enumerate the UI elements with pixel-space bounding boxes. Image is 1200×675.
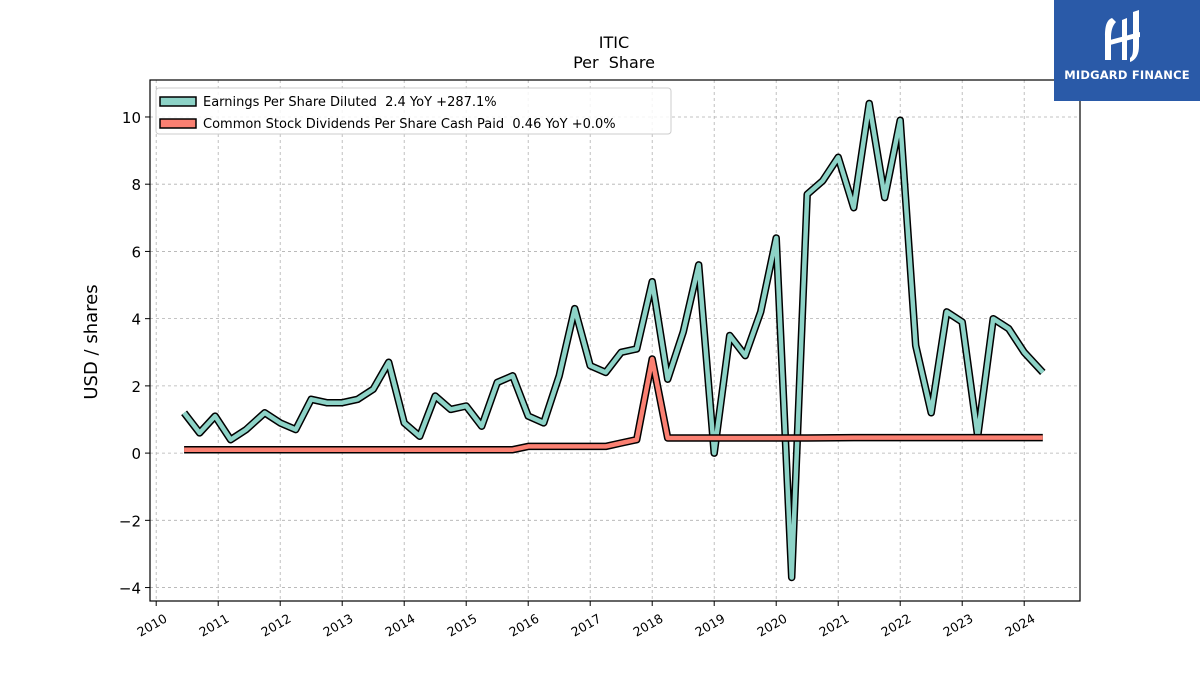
legend: Earnings Per Share Diluted 2.4 YoY +287.…: [155, 87, 672, 135]
y-axis: −4 −2 0 2 4 6 8 10: [119, 109, 150, 598]
x-tick-label: 2019: [692, 611, 727, 640]
chart-subtitle: Per Share: [573, 53, 655, 72]
series-line-1: [184, 356, 1043, 452]
brand-name: MIDGARD FINANCE: [1064, 68, 1190, 82]
y-tick-label: 10: [122, 109, 141, 127]
x-tick-label: 2024: [1002, 611, 1037, 640]
brand-mark-icon: [1105, 10, 1140, 62]
legend-label: Earnings Per Share Diluted 2.4 YoY +287.…: [203, 95, 497, 110]
x-tick-label: 2011: [196, 611, 231, 640]
brand-logo: MIDGARD FINANCE: [1054, 0, 1200, 101]
y-tick-label: 0: [131, 445, 141, 463]
x-tick-label: 2016: [506, 611, 541, 640]
legend-label: Common Stock Dividends Per Share Cash Pa…: [203, 117, 616, 132]
x-tick-label: 2022: [878, 611, 913, 640]
x-tick-label: 2014: [382, 611, 417, 640]
y-tick-label: −2: [119, 512, 141, 530]
series-line-0: [182, 101, 1045, 580]
x-tick-label: 2021: [816, 611, 851, 640]
legend-swatch: [159, 118, 197, 129]
y-axis-label: USD / shares: [81, 284, 102, 399]
x-tick-label: 2012: [258, 611, 293, 640]
series-layer: [181, 99, 1046, 582]
y-tick-label: −4: [119, 580, 141, 598]
y-tick-label: 8: [131, 176, 141, 194]
x-tick-label: 2023: [940, 611, 975, 640]
y-tick-label: 6: [131, 243, 141, 261]
x-tick-label: 2015: [444, 611, 479, 640]
y-tick-label: 2: [131, 378, 141, 396]
x-tick-label: 2010: [134, 611, 169, 640]
x-axis: 2010 2011 2012 2013 2014 2015 2016 2017 2018 2019…: [134, 601, 1038, 640]
x-tick-label: 2020: [754, 611, 789, 640]
x-tick-label: 2017: [568, 611, 603, 640]
legend-box: [155, 87, 672, 135]
chart-title: ITIC: [599, 33, 629, 52]
legend-swatch: [159, 96, 197, 107]
plot-frame: [149, 79, 1081, 602]
x-tick-label: 2013: [320, 611, 355, 640]
x-tick-label: 2018: [630, 611, 665, 640]
y-tick-label: 4: [131, 311, 141, 329]
